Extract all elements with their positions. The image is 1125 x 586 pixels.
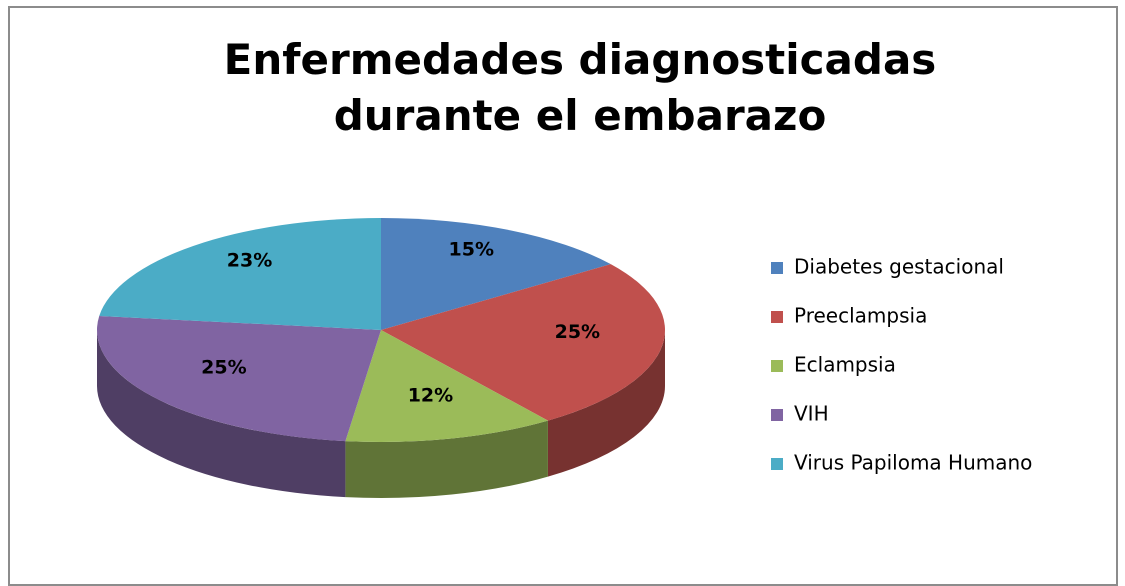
data-label: 25% [555, 321, 600, 343]
legend-swatch [771, 360, 783, 372]
legend-swatch [771, 262, 783, 274]
legend-swatch [771, 409, 783, 421]
pie-slice [97, 315, 381, 442]
pie-slice [381, 218, 611, 330]
legend-swatch [771, 311, 783, 323]
pie-slice [345, 330, 548, 442]
chart-title: Enfermedades diagnosticadas durante el e… [223, 35, 937, 140]
legend-label: VIH [794, 402, 829, 426]
pie-slice-side [547, 330, 665, 477]
pie-slice [381, 264, 665, 421]
pie-slice [99, 218, 381, 330]
legend-label: Diabetes gestacional [794, 255, 1004, 279]
legend-swatch [771, 458, 783, 470]
pie-slice-side [97, 330, 346, 498]
data-label: 25% [201, 357, 246, 379]
legend-label: Virus Papiloma Humano [794, 451, 1032, 475]
legend-label: Preeclampsia [794, 304, 927, 328]
data-label: 12% [408, 384, 453, 406]
legend-label: Eclampsia [794, 353, 896, 377]
pie-slice-side [345, 420, 548, 498]
data-label: 15% [449, 239, 494, 261]
data-label: 23% [227, 250, 272, 272]
